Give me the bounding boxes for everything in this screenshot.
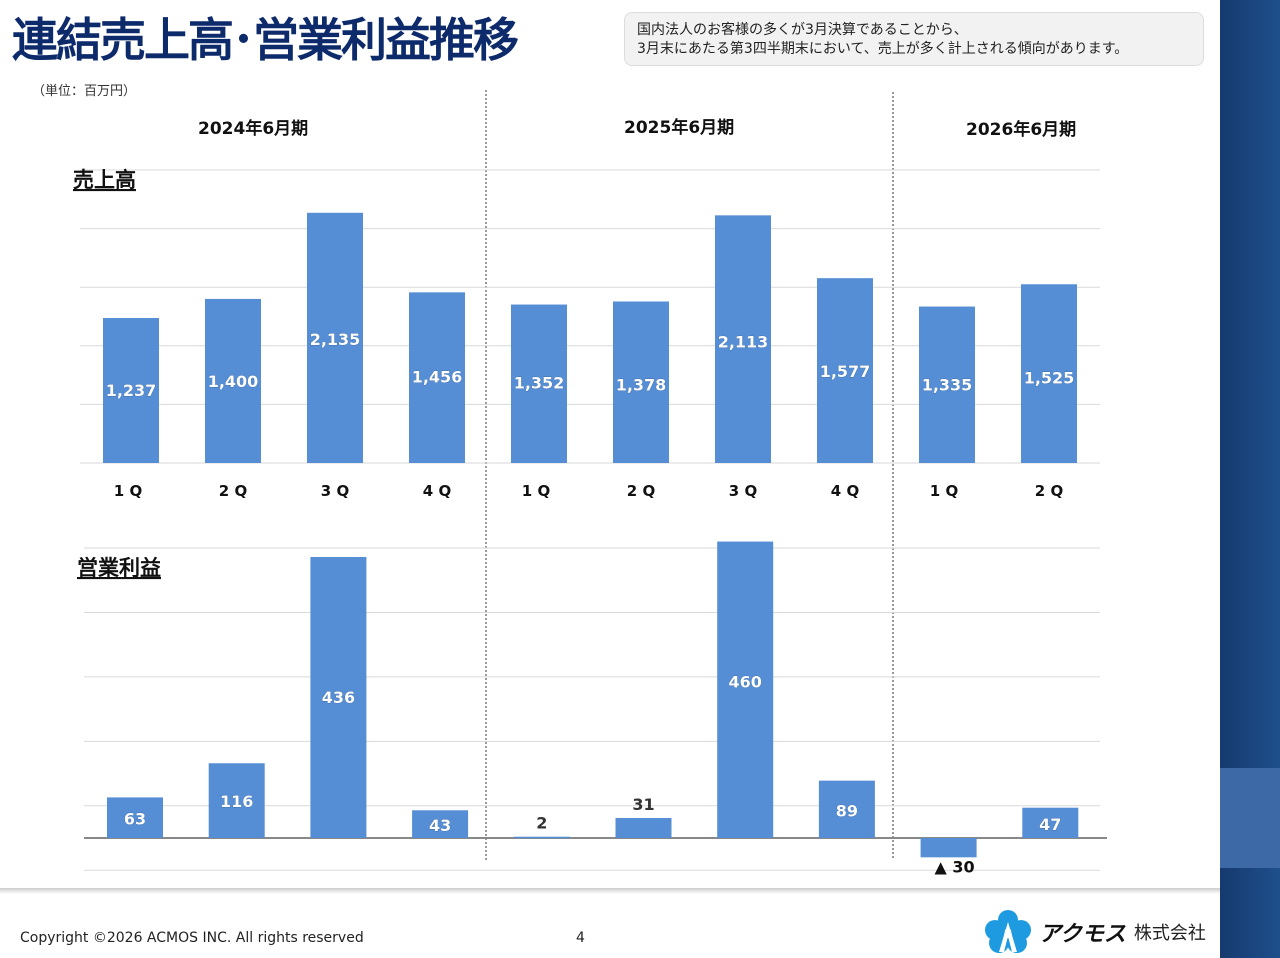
bar: [412, 810, 469, 838]
footer-divider: [0, 888, 1220, 894]
bar: [310, 557, 367, 838]
data-label: 460: [728, 673, 761, 692]
data-label: 43: [429, 816, 451, 835]
data-label: 2: [536, 814, 547, 833]
data-label: 1,335: [922, 376, 973, 395]
data-label: 31: [632, 795, 654, 814]
chart-title: 営業利益: [77, 556, 161, 580]
note-line: 国内法人のお客様の多くが3月決算であることから、: [637, 22, 968, 38]
category-label: 4 Q: [831, 482, 859, 500]
data-label: 116: [220, 792, 253, 811]
logo-text: アクモス: [1039, 922, 1126, 947]
note-line: 3月末にあたる第3四半期末において、売上が多く計上される傾向があります。: [637, 41, 1129, 57]
data-label: 47: [1039, 815, 1061, 834]
category-label: 1 Q: [522, 482, 550, 500]
category-label: 3 Q: [321, 482, 349, 500]
data-label: 63: [124, 810, 146, 829]
sidebar-accent: [1220, 768, 1280, 868]
bar: [307, 212, 363, 463]
copyright: Copyright ©2026 ACMOS INC. All rights re…: [20, 930, 364, 946]
bar: [920, 838, 977, 858]
data-label: 2,113: [718, 332, 769, 351]
data-label: 1,577: [820, 362, 871, 381]
page-number: 4: [576, 930, 585, 946]
logo-flower-icon: [985, 910, 1031, 953]
category-label: 1 Q: [930, 482, 958, 500]
data-label: 1,525: [1024, 368, 1075, 387]
data-label: 436: [322, 688, 355, 707]
logo-suffix: 株式会社: [1133, 923, 1206, 944]
data-label: 1,352: [514, 374, 565, 393]
bar: [818, 780, 875, 838]
bar: [1022, 807, 1079, 838]
bar: [205, 298, 261, 463]
period-2025: 2025年6月期: [624, 118, 735, 138]
company-logo: アクモス 株式会社: [985, 910, 1206, 954]
note-box: 国内法人のお客様の多くが3月決算であることから、 3月末にあたる第3四半期末におい…: [624, 12, 1204, 66]
unit-label: （単位：百万円）: [32, 84, 137, 99]
bar: [208, 763, 265, 838]
category-label: 2 Q: [1035, 482, 1063, 500]
category-label: 2 Q: [627, 482, 655, 500]
bar: [715, 215, 771, 463]
period-2024: 2024年6月期: [198, 119, 309, 139]
bar: [511, 304, 567, 463]
bar: [717, 541, 774, 838]
data-label: 1,456: [412, 367, 463, 386]
bar: [919, 306, 975, 463]
period-2026: 2026年6月期: [966, 120, 1077, 140]
bar: [107, 797, 163, 838]
chart-canvas: 売上高 1,237 1 Q 1,400 2 Q 2,135 3 Q 1,456 4 Q 1,352…: [73, 90, 1107, 876]
data-label: 1,400: [208, 372, 259, 391]
chart-title: 売上高: [73, 168, 136, 192]
category-label: 2 Q: [219, 482, 247, 500]
bar: [1021, 284, 1077, 463]
page-title: 連結売上高･営業利益推移: [12, 13, 519, 67]
bar: [817, 278, 873, 463]
data-label: ▲ 30: [935, 857, 975, 876]
data-label: 89: [836, 801, 858, 820]
bar: [613, 301, 669, 463]
category-label: 3 Q: [729, 482, 757, 500]
category-label: 4 Q: [423, 482, 451, 500]
bar: [615, 818, 672, 838]
data-label: 2,135: [310, 330, 361, 349]
bar: [409, 292, 465, 463]
bar: [103, 318, 159, 463]
category-label: 1 Q: [114, 482, 142, 500]
data-label: 1,378: [616, 375, 667, 394]
bar: [513, 836, 570, 839]
data-label: 1,237: [106, 381, 157, 400]
